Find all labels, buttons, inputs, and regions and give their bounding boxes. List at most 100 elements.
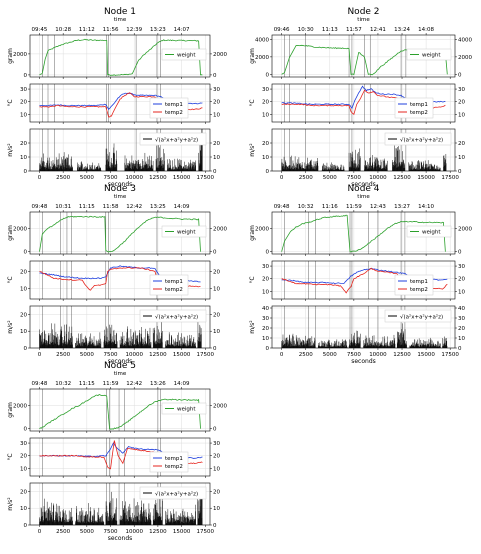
legend-label-weight: weight: [177, 53, 196, 59]
time-tick-label: 10:32: [55, 381, 71, 387]
y-axis-label: m/s²: [7, 143, 14, 157]
xtick-label: 7500: [347, 352, 361, 358]
ytick-label-right: 10: [458, 289, 465, 295]
ytick-label-right: 20: [458, 100, 465, 106]
panel-3: 0 10 20 30 40 0 10 20 30 40 0 2500 5000 7500 10000 1250…: [249, 305, 465, 365]
xtick-label: 10000: [125, 352, 143, 358]
y-axis-label: °C: [7, 276, 14, 283]
ytick-label-left: 10: [20, 112, 27, 118]
ytick-label-left: 30: [20, 441, 27, 447]
time-tick-label: 11:57: [346, 27, 362, 33]
ytick-label-right: 10: [213, 112, 220, 118]
ytick-label-right: 10: [213, 466, 220, 472]
legend-label-accel: √(a²x+a²y+a²z): [155, 137, 198, 144]
ytick-label-left: 20: [262, 100, 269, 106]
legend-box: [384, 132, 452, 146]
ytick-label-right: 20: [213, 269, 220, 275]
ytick-label-left: 40: [262, 306, 269, 312]
xtick-label: 7500: [104, 529, 118, 535]
ytick-label-left: 0: [24, 427, 28, 433]
time-tick-label: 12:42: [126, 204, 142, 210]
legend-label-accel: √(a²x+a²y+a²z): [400, 314, 443, 321]
ytick-label-right: 0: [213, 250, 217, 256]
ytick-label-right: 20: [213, 454, 220, 460]
ytick-label-right: 40: [458, 306, 465, 312]
legend-label-accel: √(a²x+a²y+a²z): [400, 137, 443, 144]
legend-label-weight: weight: [177, 230, 196, 236]
ytick-label-left: 0: [266, 250, 270, 256]
ytick-label-right: 30: [213, 441, 220, 447]
ytick-label-left: 0: [24, 73, 28, 79]
ytick-label-right: 20: [213, 141, 220, 147]
y-axis-label: gram: [7, 48, 14, 64]
time-tick-label: 14:10: [418, 204, 434, 210]
chart-title: Node 3: [104, 184, 136, 194]
ytick-label-left: 20: [262, 141, 269, 147]
xtick-label: 15000: [417, 352, 435, 358]
time-tick-label: 10:30: [298, 27, 314, 33]
ytick-label-left: 10: [262, 112, 269, 118]
ytick-label-left: 20: [20, 100, 27, 106]
time-tick-label: 11:12: [79, 27, 95, 33]
panel-frame: [29, 482, 211, 526]
ytick-label-right: 10: [213, 155, 220, 161]
panel-2: 10 20 30 10 20 30 °C temp1 temp2: [249, 260, 465, 301]
time-tick-label: 13:26: [150, 381, 166, 387]
ytick-label-right: 2000: [213, 403, 227, 409]
x-axis-label: seconds: [108, 358, 133, 365]
time-axis-label: time: [357, 194, 370, 200]
ytick-label-left: 10: [20, 506, 27, 512]
legend-label-temp2: temp2: [410, 110, 428, 116]
xtick-label: 17500: [197, 352, 215, 358]
y-axis-label: gram: [7, 225, 14, 241]
xtick-label: 15000: [417, 175, 435, 181]
weight-series: [281, 214, 446, 253]
y-axis-label: m/s²: [249, 143, 256, 157]
ytick-label-left: 20: [262, 277, 269, 283]
y-axis-label: m/s²: [249, 320, 256, 334]
xtick-label: 10000: [125, 529, 143, 535]
time-tick-label: 14:08: [418, 27, 434, 33]
series-group: [39, 215, 201, 253]
panel-frame: [29, 305, 211, 349]
ytick-label-right: 2000: [213, 52, 227, 58]
ytick-label-right: 20: [458, 277, 465, 283]
legend-label-weight: weight: [422, 230, 441, 236]
xtick-label: 7500: [347, 175, 361, 181]
ytick-label-left: 0: [24, 346, 28, 352]
ytick-label-right: 0: [458, 72, 462, 78]
x-axis-label: seconds: [351, 358, 376, 365]
time-tick-label: 14:07: [174, 27, 190, 33]
legend-label-temp1: temp1: [410, 102, 428, 108]
xtick-label: 10000: [369, 175, 387, 181]
ytick-label-left: 10: [262, 289, 269, 295]
legend-label-accel: √(a²x+a²y+a²z): [155, 314, 198, 321]
ytick-label-left: 0: [24, 169, 28, 175]
ytick-label-left: 2000: [255, 55, 269, 61]
xtick-label: 0: [280, 352, 284, 358]
xtick-label: 2500: [56, 175, 70, 181]
time-tick-label: 13:27: [394, 204, 410, 210]
series-group: [39, 393, 201, 430]
chart-title: Node 1: [104, 7, 136, 17]
xtick-label: 7500: [104, 352, 118, 358]
ytick-label-left: 30: [262, 264, 269, 270]
panel-2: 10 20 30 10 20 30 °C temp1 temp2: [7, 83, 220, 124]
time-tick-label: 10:28: [55, 27, 71, 33]
panel-frame: [29, 260, 211, 300]
ytick-label-left: 10: [20, 466, 27, 472]
weight-series: [39, 215, 201, 253]
ytick-label-left: 30: [262, 87, 269, 93]
ytick-label-right: 20: [458, 326, 465, 332]
panel-frame: [29, 211, 211, 255]
time-tick-label: 13:24: [394, 27, 410, 33]
accel-magnitude-series: [39, 489, 203, 525]
ytick-label-right: 0: [213, 427, 217, 433]
legend-label-temp1: temp1: [410, 279, 428, 285]
time-tick-label: 10:32: [298, 204, 314, 210]
legend-box: [406, 225, 452, 238]
